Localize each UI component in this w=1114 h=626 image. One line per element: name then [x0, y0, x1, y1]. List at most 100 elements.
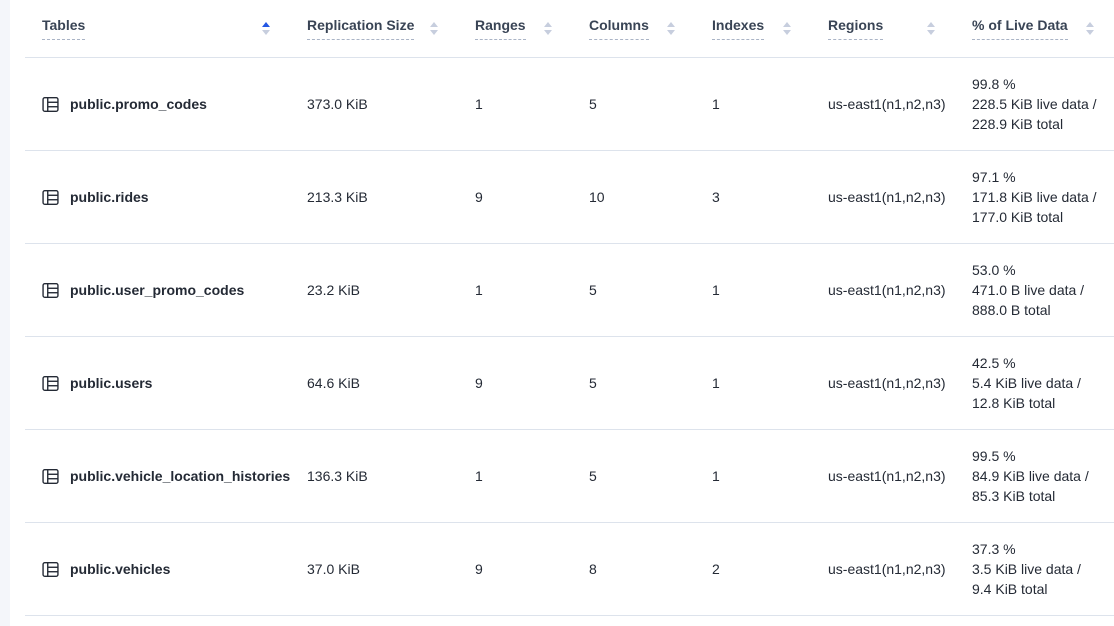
replication-size-cell: 136.3 KiB: [290, 429, 458, 523]
replication-size-cell: 213.3 KiB: [290, 150, 458, 244]
table-icon: [42, 282, 59, 299]
sort-icon[interactable]: [783, 21, 791, 35]
table-name-link[interactable]: public.users: [70, 374, 153, 391]
sort-icon[interactable]: [544, 21, 552, 35]
regions-cell: us-east1(n1,n2,n3): [811, 150, 955, 244]
total-data-amount: 9.4 KiB total: [972, 580, 1048, 597]
table-row[interactable]: public.rides 213.3 KiB 9 10 3 us-east1(n…: [25, 150, 1114, 244]
total-data-amount: 85.3 KiB total: [972, 487, 1056, 504]
table-icon: [42, 189, 59, 206]
replication-size-cell: 23.2 KiB: [290, 243, 458, 337]
live-data-percent: 42.5 %: [972, 354, 1016, 371]
live-data-amount: 5.4 KiB live data /: [972, 374, 1081, 391]
database-tables-table: Tables Replication Size Ranges: [25, 0, 1114, 616]
table-name-cell: public.promo_codes: [25, 57, 290, 151]
ranges-cell: 9: [458, 336, 572, 430]
total-data-amount: 177.0 KiB total: [972, 208, 1064, 225]
regions-cell: us-east1(n1,n2,n3): [811, 336, 955, 430]
live-data-amount: 3.5 KiB live data /: [972, 560, 1081, 577]
table-name-cell: public.users: [25, 336, 290, 430]
sort-icon[interactable]: [927, 21, 935, 35]
column-label: Tables: [42, 17, 86, 40]
ranges-cell: 9: [458, 150, 572, 244]
replication-size-cell: 64.6 KiB: [290, 336, 458, 430]
live-data-cell: 99.8 % 228.5 KiB live data / 228.9 KiB t…: [955, 57, 1114, 151]
column-header-replication-size[interactable]: Replication Size: [290, 0, 458, 58]
table-row[interactable]: public.vehicle_location_histories 136.3 …: [25, 429, 1114, 523]
replication-size-cell: 37.0 KiB: [290, 522, 458, 616]
column-header-live-data[interactable]: % of Live Data: [955, 0, 1114, 58]
column-label: Regions: [828, 17, 884, 40]
column-label: Replication Size: [307, 17, 415, 40]
column-label: Indexes: [712, 17, 765, 40]
replication-size-cell: 373.0 KiB: [290, 57, 458, 151]
columns-cell: 10: [572, 150, 695, 244]
ranges-cell: 1: [458, 57, 572, 151]
column-header-columns[interactable]: Columns: [572, 0, 695, 58]
table-name-cell: public.rides: [25, 150, 290, 244]
table-name-link[interactable]: public.user_promo_codes: [70, 281, 245, 298]
ranges-cell: 1: [458, 243, 572, 337]
live-data-amount: 84.9 KiB live data /: [972, 467, 1089, 484]
regions-cell: us-east1(n1,n2,n3): [811, 429, 955, 523]
table-name-cell: public.vehicles: [25, 522, 290, 616]
indexes-cell: 1: [695, 336, 811, 430]
table-icon: [42, 561, 59, 578]
columns-cell: 5: [572, 243, 695, 337]
column-label: Ranges: [475, 17, 526, 40]
columns-cell: 5: [572, 57, 695, 151]
table-header-row: Tables Replication Size Ranges: [25, 0, 1114, 58]
live-data-cell: 53.0 % 471.0 B live data / 888.0 B total: [955, 243, 1114, 337]
live-data-amount: 171.8 KiB live data /: [972, 188, 1097, 205]
indexes-cell: 3: [695, 150, 811, 244]
table-name-link[interactable]: public.rides: [70, 188, 149, 205]
indexes-cell: 1: [695, 243, 811, 337]
table-row[interactable]: public.vehicles 37.0 KiB 9 8 2 us-east1(…: [25, 522, 1114, 616]
live-data-cell: 99.5 % 84.9 KiB live data / 85.3 KiB tot…: [955, 429, 1114, 523]
columns-cell: 5: [572, 336, 695, 430]
columns-cell: 5: [572, 429, 695, 523]
live-data-amount: 471.0 B live data /: [972, 281, 1085, 298]
sort-ascending-icon[interactable]: [262, 21, 270, 35]
left-gutter: [0, 0, 10, 626]
column-header-regions[interactable]: Regions: [811, 0, 955, 58]
table-name-cell: public.vehicle_location_histories: [25, 429, 291, 523]
live-data-cell: 37.3 % 3.5 KiB live data / 9.4 KiB total: [955, 522, 1114, 616]
tables-list-container: Tables Replication Size Ranges: [25, 0, 1114, 616]
live-data-amount: 228.5 KiB live data /: [972, 95, 1097, 112]
live-data-percent: 97.1 %: [972, 168, 1016, 185]
total-data-amount: 228.9 KiB total: [972, 115, 1064, 132]
live-data-percent: 99.5 %: [972, 447, 1016, 464]
table-name-cell: public.user_promo_codes: [25, 243, 290, 337]
live-data-percent: 37.3 %: [972, 540, 1016, 557]
sort-icon[interactable]: [667, 21, 675, 35]
table-row[interactable]: public.promo_codes 373.0 KiB 1 5 1 us-ea…: [25, 57, 1114, 151]
column-header-ranges[interactable]: Ranges: [458, 0, 572, 58]
table-row[interactable]: public.users 64.6 KiB 9 5 1 us-east1(n1,…: [25, 336, 1114, 430]
table-name-link[interactable]: public.vehicle_location_histories: [70, 467, 291, 484]
table-icon: [42, 468, 59, 485]
columns-cell: 8: [572, 522, 695, 616]
table-name-link[interactable]: public.vehicles: [70, 560, 171, 577]
regions-cell: us-east1(n1,n2,n3): [811, 57, 955, 151]
indexes-cell: 1: [695, 57, 811, 151]
live-data-cell: 97.1 % 171.8 KiB live data / 177.0 KiB t…: [955, 150, 1114, 244]
indexes-cell: 2: [695, 522, 811, 616]
column-header-tables[interactable]: Tables: [25, 0, 290, 58]
sort-icon[interactable]: [430, 21, 438, 35]
ranges-cell: 9: [458, 522, 572, 616]
live-data-percent: 53.0 %: [972, 261, 1016, 278]
regions-cell: us-east1(n1,n2,n3): [811, 522, 955, 616]
indexes-cell: 1: [695, 429, 811, 523]
live-data-percent: 99.8 %: [972, 75, 1016, 92]
total-data-amount: 12.8 KiB total: [972, 394, 1056, 411]
column-header-indexes[interactable]: Indexes: [695, 0, 811, 58]
regions-cell: us-east1(n1,n2,n3): [811, 243, 955, 337]
column-label: Columns: [589, 17, 649, 40]
column-label: % of Live Data: [972, 17, 1068, 40]
ranges-cell: 1: [458, 429, 572, 523]
table-row[interactable]: public.user_promo_codes 23.2 KiB 1 5 1 u…: [25, 243, 1114, 337]
table-name-link[interactable]: public.promo_codes: [70, 95, 207, 112]
live-data-cell: 42.5 % 5.4 KiB live data / 12.8 KiB tota…: [955, 336, 1114, 430]
sort-icon[interactable]: [1086, 21, 1094, 35]
